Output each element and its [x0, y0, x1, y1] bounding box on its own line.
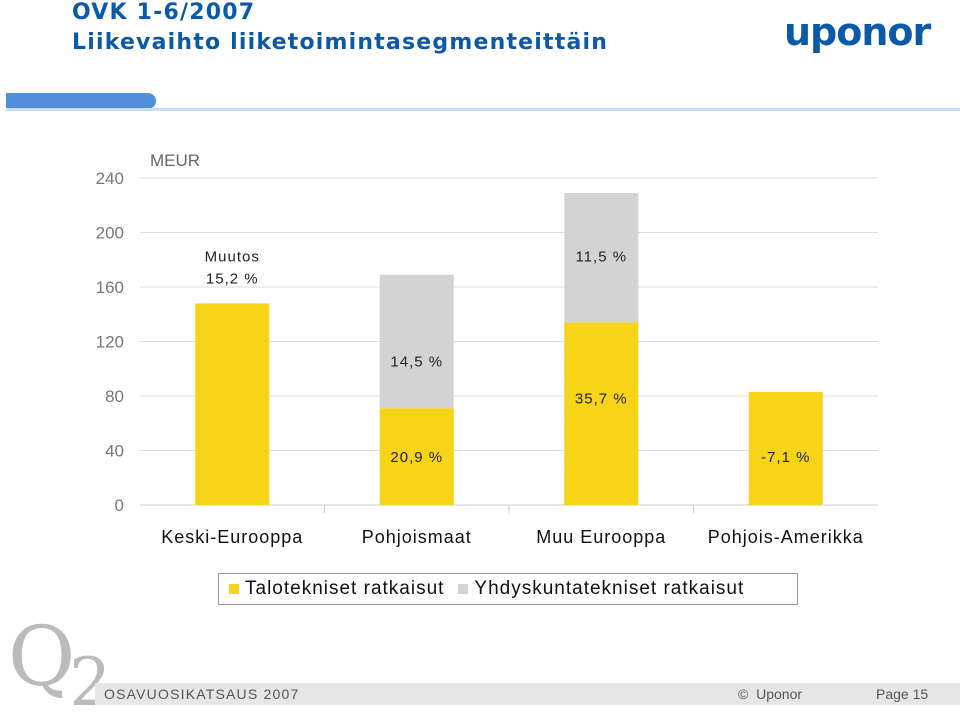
y-tick-label: 40 — [105, 442, 124, 461]
category-labels: Keski-Eurooppa Pohjoismaat Muu Eurooppa Poh… — [161, 527, 864, 547]
data-label: -7,1 % — [761, 449, 810, 466]
q2-logo-q: Q — [8, 610, 76, 705]
footer-bar — [95, 683, 960, 705]
bars — [195, 192, 823, 505]
legend-item-yhdyskuntatekniset: Yhdyskuntatekniset ratkaisut — [458, 578, 744, 600]
data-label: Muutos — [205, 249, 260, 266]
stacked-bar-chart: 0 40 80 120 160 200 240 MEUR Muutos 15,2 % 14,5 … — [96, 151, 878, 547]
footer-page-number: Page 15 — [876, 686, 929, 702]
category-label: Pohjois-Amerikka — [708, 527, 864, 547]
y-tick-label: 160 — [96, 278, 124, 297]
legend-swatch-yellow — [229, 584, 239, 594]
category-label: Keski-Eurooppa — [161, 527, 303, 547]
legend: Talotekniset ratkaisut Yhdyskuntateknise… — [218, 573, 798, 605]
copyright-text: Uponor — [756, 686, 803, 702]
data-label: 14,5 % — [390, 354, 443, 371]
data-label: 11,5 % — [575, 249, 627, 266]
category-label: Pohjoismaat — [362, 527, 472, 547]
bar-segment — [748, 391, 823, 505]
y-tick-label: 200 — [96, 224, 124, 243]
title-line-2: Liikevaihto liiketoimintasegmenteittäin — [72, 30, 609, 55]
bar-segment — [564, 322, 639, 505]
footer-report-label: OSAVUOSIKATSAUS 2007 — [104, 686, 300, 702]
data-label: 35,7 % — [575, 390, 628, 407]
legend-label: Talotekniset ratkaisut — [245, 578, 445, 599]
bar-segment — [195, 303, 270, 505]
header-divider — [6, 108, 960, 111]
uponor-logo: uponor — [784, 10, 931, 54]
legend-swatch-grey — [458, 584, 469, 594]
y-axis-ticks: 0 40 80 120 160 200 240 — [96, 169, 124, 515]
category-label: Muu Eurooppa — [536, 527, 666, 547]
y-tick-label: 0 — [115, 496, 124, 515]
copyright-symbol: © — [738, 686, 749, 702]
bar-segment — [379, 274, 454, 409]
data-label: 15,2 % — [206, 270, 259, 287]
y-tick-label: 80 — [105, 387, 124, 406]
annotations: Muutos 15,2 % 14,5 % 20,9 % 11,5 % 35,7 % -7,1… — [205, 249, 810, 466]
bar-segment — [379, 408, 454, 505]
data-label: 20,9 % — [390, 449, 443, 466]
bar-segment — [564, 192, 639, 323]
footer-copyright: © Uponor — [738, 686, 802, 702]
y-tick-label: 120 — [96, 333, 124, 352]
legend-label: Yhdyskuntatekniset ratkaisut — [474, 578, 745, 599]
title-line-1: OVK 1-6/2007 — [72, 0, 256, 25]
legend-item-talotekniset: Talotekniset ratkaisut — [229, 578, 444, 600]
unit-label: MEUR — [150, 151, 200, 170]
header-accent-bar — [6, 93, 156, 109]
y-tick-label: 240 — [96, 169, 124, 188]
